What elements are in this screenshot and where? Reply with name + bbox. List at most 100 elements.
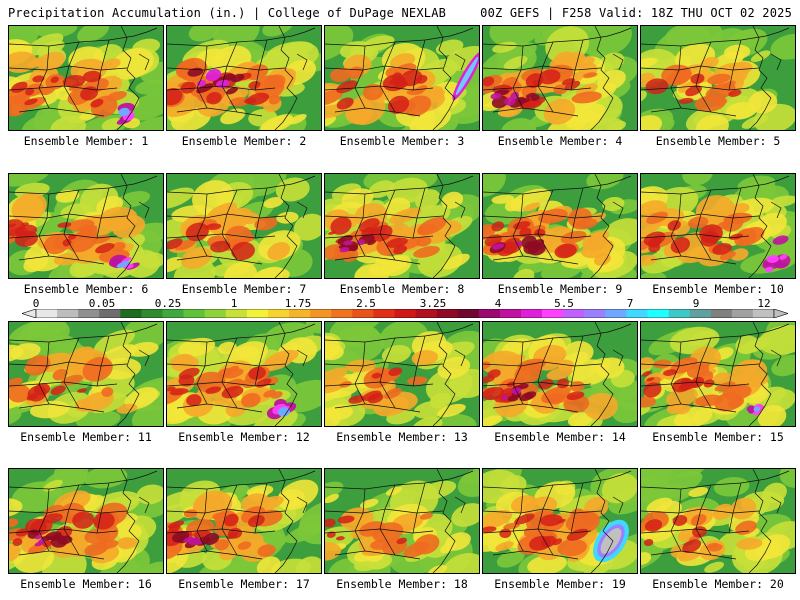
ensemble-member-label: Ensemble Member: 15: [652, 430, 784, 444]
colorbar-segment: [99, 309, 121, 318]
colorbar-segment: [162, 309, 184, 318]
colorbar-segment: [668, 309, 690, 318]
colorbar-segment: [289, 309, 311, 318]
precip-map: [167, 26, 321, 130]
precip-map: [325, 174, 479, 278]
ensemble-member-map: [482, 25, 638, 131]
ensemble-member-map: [324, 468, 480, 574]
precip-map: [641, 322, 795, 426]
colorbar-segment: [78, 309, 100, 318]
colorbar-tick-label: 7: [626, 297, 634, 310]
ensemble-member-label: Ensemble Member: 6: [23, 282, 149, 296]
ensemble-member-label: Ensemble Member: 2: [181, 134, 307, 148]
colorbar-segment: [246, 309, 269, 318]
precip-map: [483, 469, 637, 573]
ensemble-member-map: [8, 321, 164, 427]
colorbar-tick-label: 3.25: [419, 297, 447, 310]
colorbar: [22, 309, 788, 318]
chart-title: Precipitation Accumulation (in.) | Colle…: [8, 6, 447, 20]
colorbar-segment: [626, 309, 648, 318]
colorbar-segment: [225, 309, 248, 318]
ensemble-member-label: Ensemble Member: 1: [23, 134, 149, 148]
precip-map: [483, 322, 637, 426]
ensemble-member-label: Ensemble Member: 11: [20, 430, 152, 444]
ensemble-member-label: Ensemble Member: 3: [339, 134, 465, 148]
ensemble-member-label: Ensemble Member: 7: [181, 282, 307, 296]
colorbar-segment: [436, 309, 459, 318]
precip-map: [9, 322, 163, 426]
precip-map: [9, 469, 163, 573]
colorbar-segment: [499, 309, 522, 318]
colorbar-tick-label: 4: [494, 297, 502, 310]
colorbar-segment: [36, 309, 58, 318]
ensemble-member-map: [324, 173, 480, 279]
ensemble-member-map: [8, 173, 164, 279]
colorbar-segment: [415, 309, 437, 318]
precip-map: [483, 174, 637, 278]
colorbar-segment: [57, 309, 79, 318]
colorbar-segment: [584, 309, 606, 318]
ensemble-member-map: [482, 468, 638, 574]
colorbar-segment: [394, 309, 416, 318]
colorbar-tick-label: 9: [692, 297, 700, 310]
ensemble-member-label: Ensemble Member: 20: [652, 577, 784, 591]
ensemble-member-label: Ensemble Member: 16: [20, 577, 152, 591]
precip-map: [325, 26, 479, 130]
colorbar-segment: [563, 309, 585, 318]
precip-map: [167, 322, 321, 426]
colorbar-segment: [478, 309, 501, 318]
precip-map: [483, 26, 637, 130]
precip-map: [9, 174, 163, 278]
ensemble-member-map: [640, 173, 796, 279]
colorbar-segment: [331, 309, 353, 318]
colorbar-segment: [183, 309, 205, 318]
colorbar-segment: [520, 309, 543, 318]
ensemble-member-label: Ensemble Member: 10: [652, 282, 784, 296]
ensemble-member-map: [640, 468, 796, 574]
model-run-info: 00Z GEFS | F258 Valid: 18Z THU OCT 02 20…: [480, 6, 792, 20]
ensemble-member-label: Ensemble Member: 13: [336, 430, 468, 444]
ensemble-member-map: [166, 321, 322, 427]
precip-map: [325, 322, 479, 426]
colorbar-segment: [689, 309, 712, 318]
ensemble-member-label: Ensemble Member: 5: [655, 134, 781, 148]
precip-map: [167, 469, 321, 573]
colorbar-tick-label: 0.25: [154, 297, 182, 310]
ensemble-member-map: [640, 25, 796, 131]
ensemble-member-label: Ensemble Member: 18: [336, 577, 468, 591]
ensemble-member-map: [482, 173, 638, 279]
colorbar-segment: [373, 309, 395, 318]
colorbar-segment: [710, 309, 733, 318]
precip-map: [641, 26, 795, 130]
ensemble-member-map: [166, 468, 322, 574]
ensemble-member-label: Ensemble Member: 8: [339, 282, 465, 296]
ensemble-member-map: [166, 25, 322, 131]
ensemble-member-map: [8, 468, 164, 574]
ensemble-member-map: [8, 25, 164, 131]
precip-map: [641, 174, 795, 278]
colorbar-segment: [267, 309, 290, 318]
ensemble-member-label: Ensemble Member: 19: [494, 577, 626, 591]
colorbar-segment: [605, 309, 627, 318]
precip-map: [641, 469, 795, 573]
colorbar-segment: [141, 309, 163, 318]
colorbar-segment: [310, 309, 332, 318]
ensemble-member-label: Ensemble Member: 9: [497, 282, 623, 296]
precip-map: [325, 469, 479, 573]
colorbar-tick-label: 1.75: [284, 297, 312, 310]
colorbar-tick-label: 0: [32, 297, 40, 310]
colorbar-segment: [352, 309, 374, 318]
colorbar-tick-label: 0.05: [88, 297, 116, 310]
ensemble-member-map: [640, 321, 796, 427]
colorbar-segment: [120, 309, 142, 318]
colorbar-segment: [731, 309, 754, 318]
colorbar-min-arrow: [22, 309, 37, 318]
colorbar-segment: [204, 309, 227, 318]
colorbar-tick-label: 12: [757, 297, 771, 310]
ensemble-member-map: [482, 321, 638, 427]
precip-map: [9, 26, 163, 130]
colorbar-tick-label: 5.5: [554, 297, 574, 310]
colorbar-max-arrow: [773, 309, 788, 318]
ensemble-member-map: [166, 173, 322, 279]
ensemble-member-label: Ensemble Member: 17: [178, 577, 310, 591]
